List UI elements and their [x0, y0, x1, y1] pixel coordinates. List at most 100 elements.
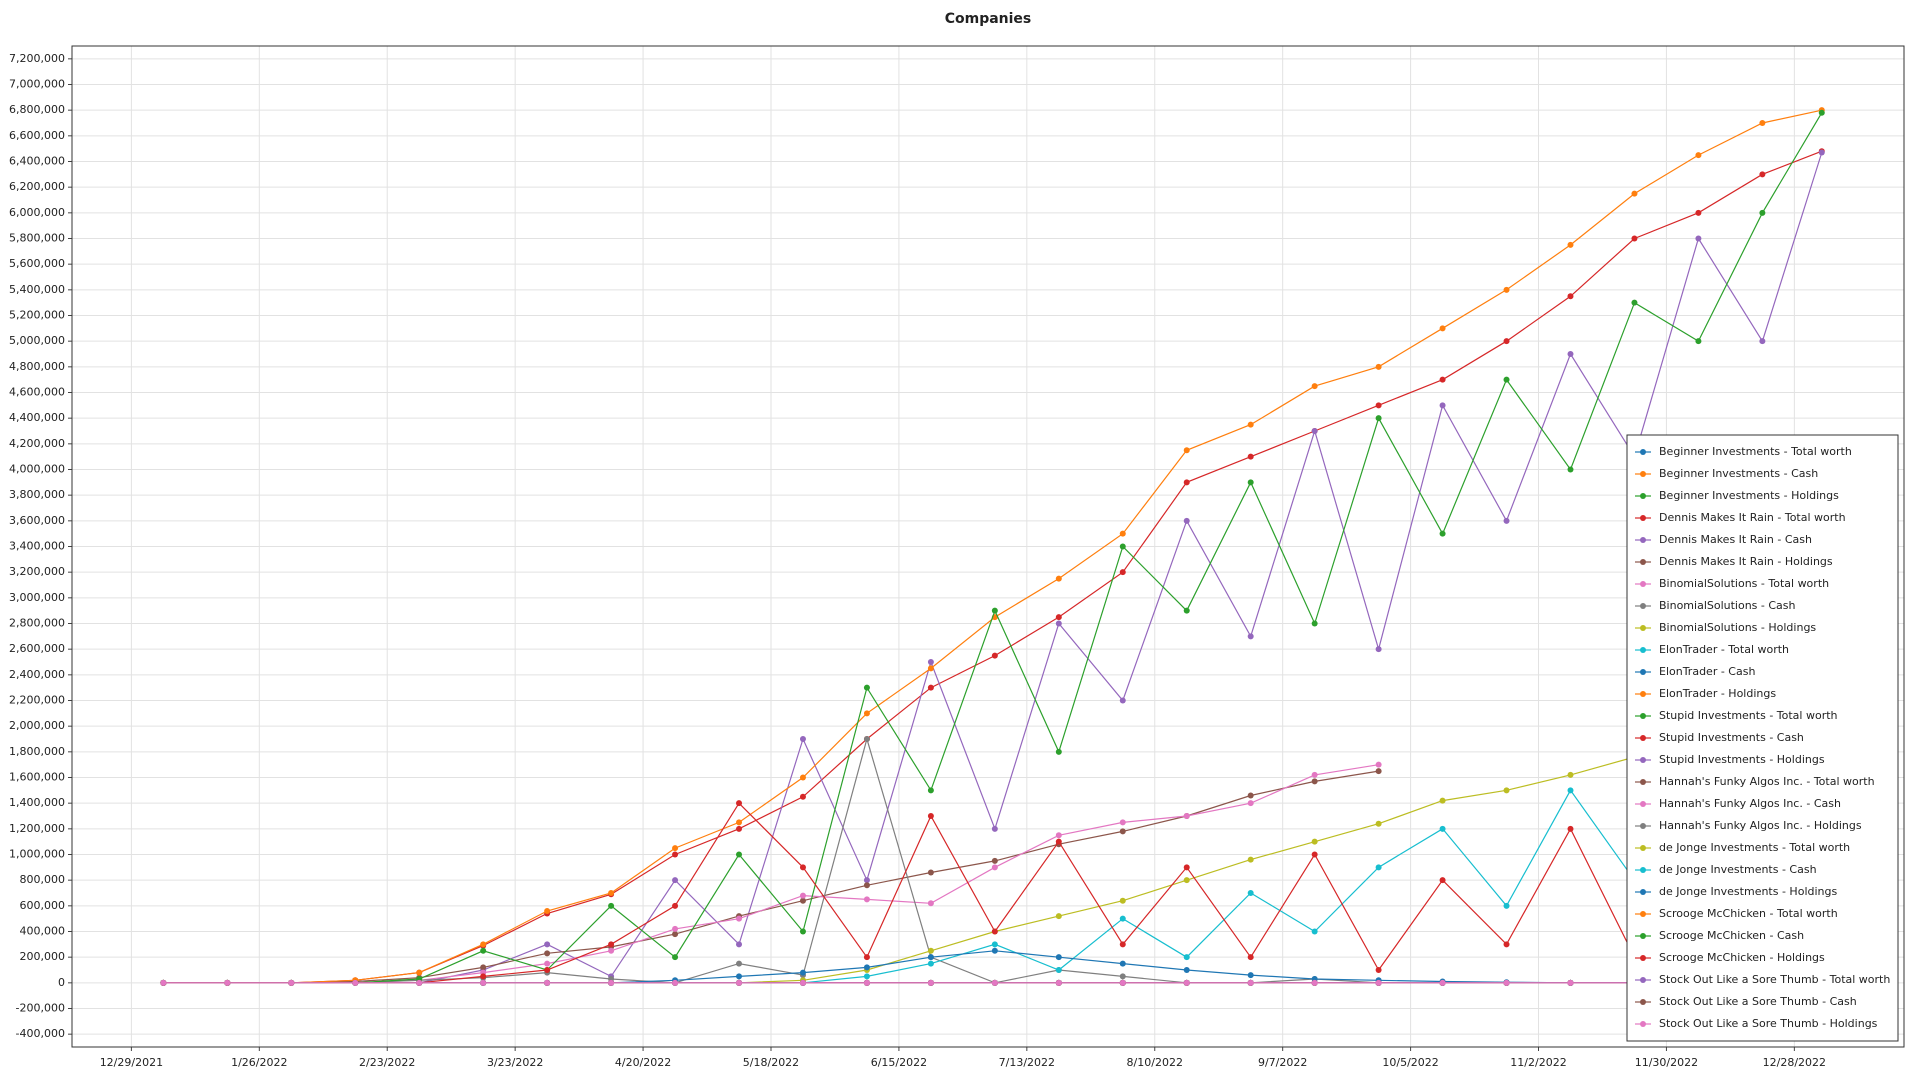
data-point	[1119, 941, 1126, 948]
data-point	[1503, 787, 1510, 794]
y-tick-label: 3,800,000	[9, 488, 65, 501]
data-point	[1247, 792, 1254, 799]
y-tick-label: 6,200,000	[9, 180, 65, 193]
y-tick-label: 4,400,000	[9, 411, 65, 424]
data-point	[736, 851, 743, 858]
data-point	[1375, 761, 1382, 768]
y-tick-label: 4,200,000	[9, 437, 65, 450]
y-tick-label: 6,000,000	[9, 206, 65, 219]
y-tick-label: 0	[58, 976, 65, 989]
y-tick-label: 600,000	[20, 899, 66, 912]
legend-marker	[1640, 999, 1646, 1005]
data-point	[1567, 825, 1574, 832]
legend-label: Beginner Investments - Total worth	[1659, 445, 1852, 458]
data-point	[991, 825, 998, 832]
legend-marker	[1640, 933, 1646, 939]
x-tick-label: 3/23/2022	[487, 1056, 543, 1069]
data-point	[863, 736, 870, 742]
data-point	[1759, 338, 1766, 345]
y-tick-label: 400,000	[20, 925, 66, 938]
data-point	[1311, 851, 1318, 858]
data-point	[1503, 902, 1510, 909]
data-point	[608, 947, 615, 954]
data-point	[927, 787, 934, 794]
data-point	[1247, 453, 1254, 460]
legend-label: Beginner Investments - Cash	[1659, 467, 1818, 480]
data-point	[480, 973, 487, 980]
legend-label: Dennis Makes It Rain - Holdings	[1659, 555, 1833, 568]
data-point	[672, 902, 679, 909]
legend-marker	[1640, 735, 1646, 741]
data-point	[1055, 620, 1062, 627]
y-tick-label: 2,000,000	[9, 719, 65, 732]
y-tick-label: 2,800,000	[9, 617, 65, 630]
y-tick-label: 800,000	[20, 873, 66, 886]
data-point	[608, 890, 615, 896]
data-point	[1439, 402, 1446, 409]
legend-label: ElonTrader - Holdings	[1659, 687, 1776, 700]
data-point	[1183, 479, 1190, 486]
data-point	[608, 941, 615, 948]
data-point	[288, 979, 295, 986]
data-point	[544, 979, 551, 986]
data-point	[1247, 856, 1254, 863]
data-point	[1503, 941, 1510, 948]
y-tick-label: 5,200,000	[9, 309, 65, 322]
data-point	[927, 900, 934, 907]
data-point	[863, 877, 870, 884]
data-point	[1311, 778, 1318, 785]
x-tick-label: 10/5/2022	[1382, 1056, 1438, 1069]
legend-label: Hannah's Funky Algos Inc. - Total worth	[1659, 775, 1875, 788]
data-point	[736, 941, 743, 948]
y-tick-label: 7,200,000	[9, 52, 65, 65]
data-point	[1439, 979, 1446, 986]
data-point	[416, 969, 423, 976]
data-point	[1247, 421, 1254, 428]
data-point	[927, 659, 934, 665]
data-point	[1439, 376, 1446, 383]
y-tick-label: 2,600,000	[9, 642, 65, 655]
data-point	[1439, 797, 1446, 804]
data-point	[672, 845, 679, 852]
data-point	[1055, 575, 1062, 582]
data-point	[1311, 428, 1318, 434]
data-point	[927, 947, 934, 954]
data-point	[927, 960, 934, 967]
x-tick-label: 9/7/2022	[1258, 1056, 1307, 1069]
x-tick-label: 2/23/2022	[359, 1056, 415, 1069]
data-point	[160, 979, 167, 986]
legend-marker	[1640, 757, 1646, 763]
legend-marker	[1640, 625, 1646, 631]
data-point	[1759, 120, 1766, 126]
data-point	[1119, 828, 1126, 835]
legend-label: Scrooge McChicken - Total worth	[1659, 907, 1838, 920]
data-point	[480, 941, 487, 948]
data-point	[1119, 979, 1126, 986]
data-point	[1183, 954, 1190, 961]
data-point	[736, 819, 743, 826]
data-point	[544, 941, 551, 948]
data-point	[1119, 543, 1126, 550]
data-point	[1055, 838, 1062, 845]
data-point	[1183, 864, 1190, 871]
legend-marker	[1640, 559, 1646, 565]
data-point	[736, 800, 743, 807]
data-point	[863, 684, 870, 691]
data-point	[1375, 415, 1382, 422]
x-tick-label: 12/29/2021	[100, 1056, 163, 1069]
legend-label: Stock Out Like a Sore Thumb - Cash	[1659, 995, 1857, 1008]
data-point	[1759, 209, 1766, 216]
x-tick-label: 12/28/2022	[1763, 1056, 1826, 1069]
legend-marker	[1640, 713, 1646, 719]
x-tick-label: 8/10/2022	[1127, 1056, 1183, 1069]
legend-marker	[1640, 801, 1646, 807]
data-point	[1567, 241, 1574, 248]
legend-label: Hannah's Funky Algos Inc. - Holdings	[1659, 819, 1862, 832]
data-point	[544, 967, 551, 973]
data-point	[1818, 149, 1825, 156]
y-tick-label: 1,400,000	[9, 796, 65, 809]
data-point	[799, 928, 806, 935]
data-point	[224, 979, 231, 986]
data-point	[1311, 979, 1318, 986]
legend-label: Beginner Investments - Holdings	[1659, 489, 1839, 502]
